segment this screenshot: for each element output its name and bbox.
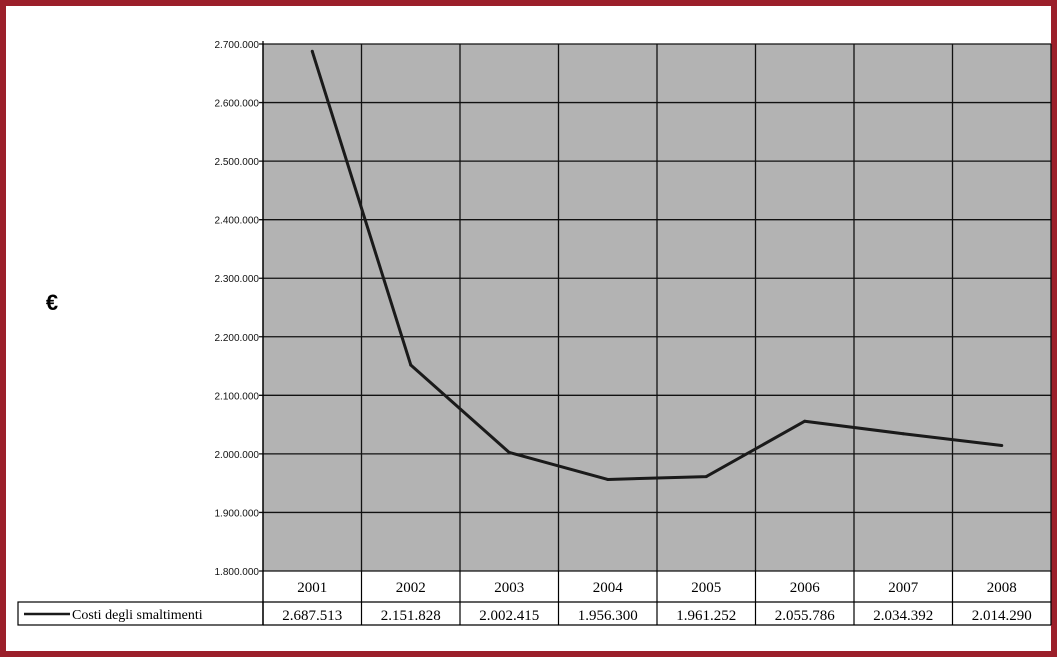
y-tick-label: 2.700.000 xyxy=(215,40,260,51)
data-table-value: 2.002.415 xyxy=(479,608,539,624)
data-table-value: 2.034.392 xyxy=(873,608,933,624)
x-tick-label: 2006 xyxy=(790,580,821,596)
x-tick-label: 2007 xyxy=(888,580,919,596)
legend-label: Costi degli smaltimenti xyxy=(72,608,203,623)
data-table-value: 2.055.786 xyxy=(775,608,836,624)
y-tick-label: 2.200.000 xyxy=(215,333,260,344)
series-point xyxy=(310,49,314,53)
series-point xyxy=(1000,444,1004,448)
x-tick-label: 2002 xyxy=(396,580,426,596)
series-point xyxy=(606,477,610,481)
y-tick-label: 2.100.000 xyxy=(215,391,260,402)
series-point xyxy=(409,363,413,367)
x-tick-label: 2004 xyxy=(593,580,624,596)
series-point xyxy=(803,419,807,423)
data-table-value: 2.687.513 xyxy=(282,608,342,624)
y-tick-label: 2.300.000 xyxy=(215,274,260,285)
y-axis-label: € xyxy=(46,290,58,315)
y-tick-label: 2.400.000 xyxy=(215,216,260,227)
x-tick-label: 2005 xyxy=(691,580,721,596)
y-tick-label: 2.600.000 xyxy=(215,99,260,110)
data-table-value: 1.956.300 xyxy=(578,608,638,624)
y-tick-label: 1.800.000 xyxy=(215,567,260,578)
x-tick-label: 2001 xyxy=(297,580,327,596)
legend-cell xyxy=(17,601,264,626)
series-point xyxy=(507,450,511,454)
x-tick-label: 2003 xyxy=(494,580,524,596)
y-tick-label: 1.900.000 xyxy=(215,508,260,519)
data-table-value: 1.961.252 xyxy=(676,608,736,624)
x-tick-label: 2008 xyxy=(987,580,1017,596)
series-point xyxy=(901,432,905,436)
y-tick-label: 2.000.000 xyxy=(215,450,260,461)
data-table-value: 2.151.828 xyxy=(381,608,441,624)
series-point xyxy=(704,475,708,479)
data-table-value: 2.014.290 xyxy=(972,608,1032,624)
y-tick-label: 2.500.000 xyxy=(215,157,260,168)
series-line xyxy=(310,50,1002,481)
